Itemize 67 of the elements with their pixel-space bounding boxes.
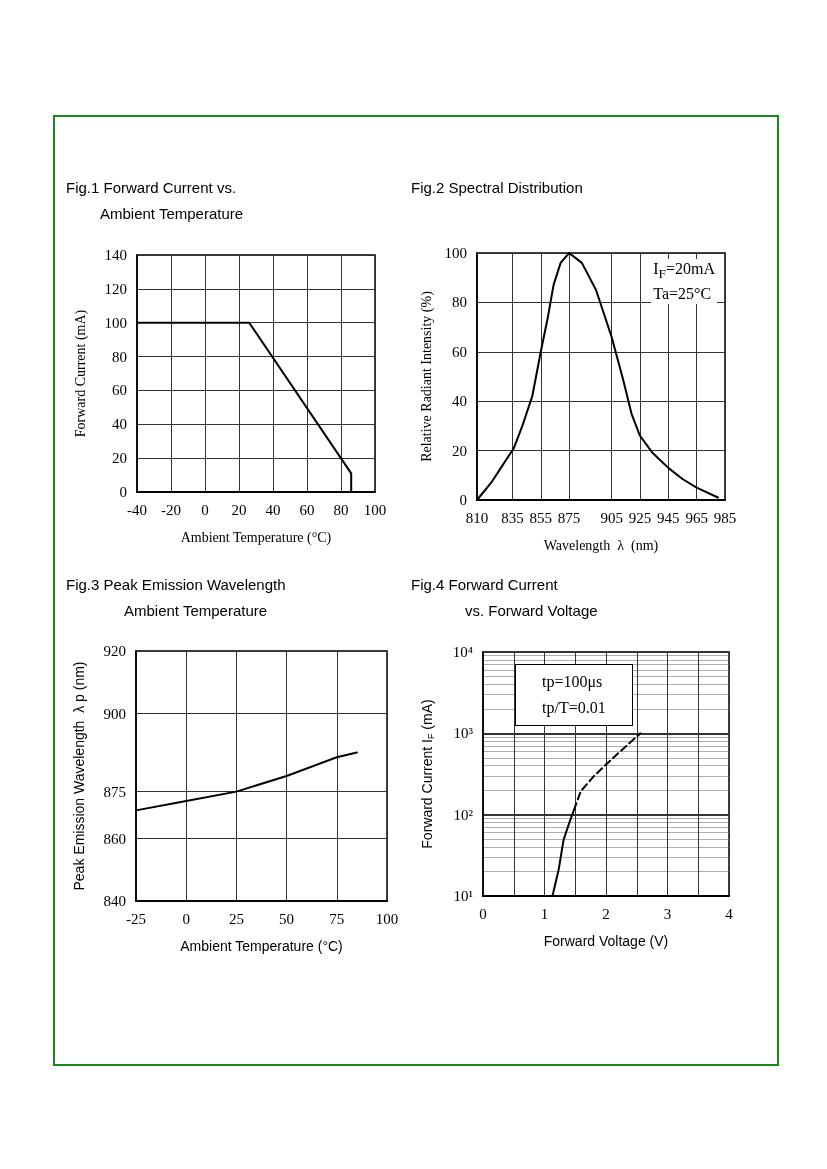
- x-tick-label: 0: [479, 905, 487, 922]
- y-tick-label: 900: [103, 705, 126, 722]
- x-tick-label: 965: [685, 509, 708, 526]
- x-tick-label: 75: [329, 910, 345, 927]
- x-tick-label: 1: [540, 905, 549, 922]
- annotation: tp=100μs: [542, 672, 604, 693]
- annotation: tp/T=0.01: [542, 698, 606, 719]
- x-tick-label: 20: [231, 501, 247, 518]
- chart-title: Fig.1 Forward Current vs. Ambient Temperature: [66, 178, 244, 224]
- x-tick-label: 80: [333, 501, 349, 518]
- y-tick-label: 10⁴: [452, 644, 473, 660]
- y-tick-label: 120: [104, 280, 127, 297]
- y-tick-label: 40: [452, 393, 467, 410]
- x-axis-title: Ambient Temperature (°C): [180, 529, 332, 546]
- y-tick-label: 10¹: [453, 888, 473, 904]
- y-tick-label: 860: [103, 830, 126, 847]
- x-axis-title: Wavelength λ (nm): [543, 537, 659, 554]
- note-box: tp=100μs tp/T=0.01: [515, 664, 633, 726]
- y-tick-label: 40: [112, 416, 127, 433]
- x-tick-label: 40: [265, 501, 281, 518]
- annotation: I$_{F}$=20mA: [653, 259, 715, 284]
- annotation: Ta=25°C: [653, 284, 713, 305]
- y-tick-label: 920: [103, 643, 126, 659]
- x-tick-label: 4: [725, 905, 734, 922]
- x-tick-label: 100: [363, 501, 387, 518]
- y-tick-label: 10²: [453, 806, 474, 823]
- x-tick-label: -25: [126, 910, 146, 927]
- y-tick-label: 875: [103, 783, 126, 800]
- x-tick-label: 2: [602, 905, 610, 922]
- y-axis-title: Peak Emission Wavelength λ p (nm): [71, 661, 87, 891]
- x-tick-label: 985: [713, 509, 737, 526]
- x-tick-label: 100: [375, 910, 399, 927]
- chart-title: Fig.4 Forward Current vs. Forward Voltage: [411, 575, 598, 621]
- x-tick-label: 60: [299, 501, 315, 518]
- x-tick-label: 905: [600, 509, 623, 526]
- y-tick-label: 140: [104, 247, 127, 263]
- y-tick-label: 20: [112, 450, 127, 467]
- chart-title: Fig.3 Peak Emission Wavelength Ambient Temperature: [66, 575, 286, 621]
- x-tick-label: 925: [628, 509, 652, 526]
- y-tick-label: 0: [119, 484, 127, 500]
- y-tick-label: 10³: [453, 725, 474, 742]
- y-tick-label: 60: [452, 343, 467, 360]
- y-tick-label: 840: [103, 893, 126, 909]
- y-axis-title: Relative Radiant Intensity (%): [419, 290, 436, 462]
- x-tick-label: 875: [557, 509, 581, 526]
- x-tick-label: -20: [161, 501, 181, 518]
- x-axis-title: Ambient Temperature (°C): [180, 938, 343, 954]
- y-tick-label: 80: [112, 348, 127, 365]
- x-tick-label: 0: [182, 910, 190, 927]
- y-axis-title: Forward Current (mA): [72, 309, 89, 438]
- y-tick-label: 100: [444, 245, 467, 261]
- x-tick-label: 855: [529, 509, 553, 526]
- x-tick-label: -40: [127, 501, 147, 518]
- x-tick-label: 945: [657, 509, 680, 526]
- x-tick-label: 835: [501, 509, 524, 526]
- chart-title: Fig.2 Spectral Distribution: [411, 178, 583, 198]
- x-tick-label: 25: [228, 910, 244, 927]
- y-tick-label: 100: [104, 314, 127, 331]
- y-tick-label: 20: [452, 442, 467, 459]
- y-tick-label: 60: [112, 382, 127, 399]
- x-tick-label: 3: [663, 905, 672, 922]
- y-axis-title: Forward Current IF (mA): [418, 699, 436, 849]
- x-tick-label: 0: [201, 501, 209, 518]
- x-tick-label: 810: [465, 509, 489, 526]
- y-tick-label: 80: [452, 294, 467, 311]
- x-axis-title: Forward Voltage (V): [543, 933, 669, 949]
- x-tick-label: 50: [279, 910, 295, 927]
